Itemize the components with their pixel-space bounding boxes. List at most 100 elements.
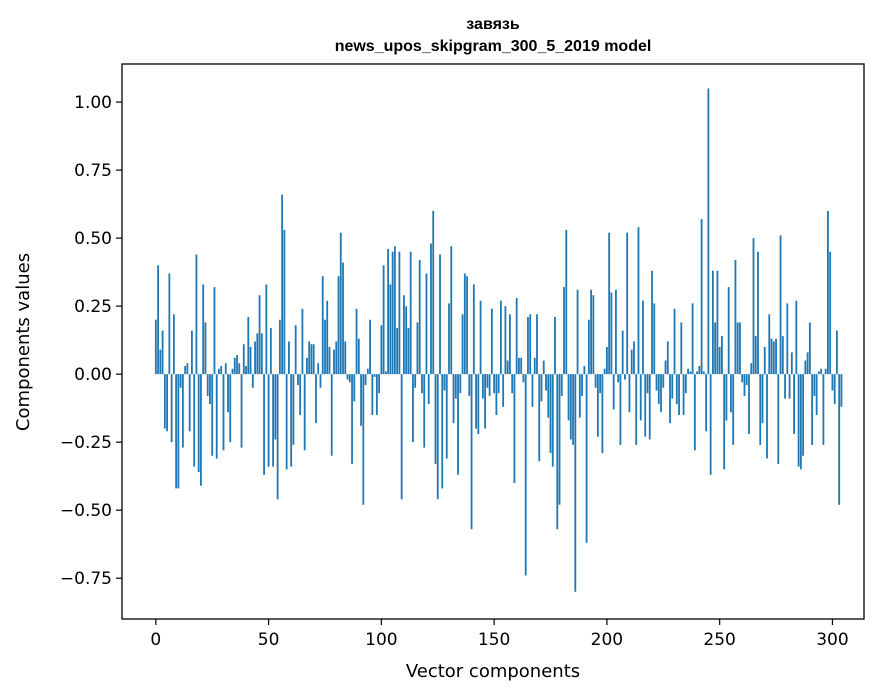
bar-30: [222, 374, 225, 451]
bar-301: [833, 374, 836, 405]
x-axis-ticks: 0 50 100 150 200 250 300: [150, 619, 849, 650]
bar-269: [761, 374, 764, 424]
bar-77: [328, 346, 331, 375]
bar-101: [382, 265, 385, 375]
bar-192: [587, 319, 590, 375]
bar-268: [759, 374, 762, 445]
bar-33: [229, 374, 232, 443]
bar-78: [330, 374, 333, 456]
bar-255: [730, 374, 732, 413]
y-tick-label: 0.25: [74, 297, 112, 317]
x-tick-label: 300: [816, 630, 848, 650]
bar-173: [545, 374, 547, 391]
bar-99: [378, 374, 380, 394]
bar-290: [808, 322, 811, 375]
bar-298: [827, 210, 829, 375]
bar-107: [396, 327, 399, 375]
bar-150: [493, 374, 496, 394]
bar-15: [188, 374, 191, 432]
bar-148: [488, 374, 491, 396]
bar-218: [646, 374, 649, 394]
x-tick-label: 150: [478, 630, 510, 650]
bar-253: [725, 374, 728, 421]
bar-171: [540, 374, 543, 402]
bar-223: [657, 374, 660, 405]
bar-104: [389, 284, 392, 375]
bar-233: [680, 322, 683, 375]
bar-209: [626, 232, 629, 375]
bar-257: [734, 259, 737, 375]
bar-45: [256, 333, 259, 375]
bar-20: [200, 374, 202, 486]
bar-37: [238, 363, 241, 375]
bar-232: [678, 374, 680, 415]
bar-87: [351, 374, 353, 464]
plot-frame: [121, 63, 865, 620]
bar-91: [360, 374, 362, 426]
bar-25: [211, 374, 214, 456]
bar-16: [191, 330, 193, 375]
bar-162: [520, 357, 523, 375]
bar-64: [299, 374, 302, 415]
bar-174: [547, 374, 550, 418]
bar-89: [355, 308, 358, 375]
bar-145: [481, 374, 484, 399]
bar-172: [542, 360, 545, 375]
bar-116: [416, 322, 419, 375]
bar-7: [170, 374, 173, 443]
bar-115: [414, 374, 417, 388]
bar-135: [459, 374, 462, 394]
bar-117: [418, 259, 421, 375]
bar-147: [486, 374, 489, 388]
bar-262: [745, 374, 748, 386]
bar-239: [693, 374, 696, 451]
bar-32: [227, 374, 229, 413]
bar-3: [161, 330, 164, 375]
bar-12: [181, 374, 184, 448]
bar-217: [644, 374, 647, 437]
bar-296: [822, 374, 825, 445]
y-tick-label: 0.50: [74, 229, 112, 249]
y-tick-label: −0.50: [60, 501, 112, 521]
bar-229: [671, 374, 674, 399]
bar-80: [335, 341, 338, 375]
x-tick-label: 50: [258, 630, 280, 650]
bar-137: [463, 273, 466, 375]
bar-288: [804, 360, 807, 375]
y-axis-ticks: −0.75 −0.50 −0.25 0.00 0.25 0.50 0.75 1.00: [60, 93, 122, 589]
bar-47: [260, 333, 263, 375]
bar-6: [168, 273, 171, 375]
bar-188: [578, 374, 581, 418]
bar-258: [736, 322, 739, 375]
x-tick-label: 250: [703, 630, 735, 650]
bar-49: [265, 284, 268, 375]
bar-48: [263, 374, 265, 475]
bar-267: [757, 251, 759, 375]
bar-10: [177, 374, 180, 489]
bar-39: [242, 344, 245, 375]
bar-164: [524, 374, 527, 576]
bar-14: [186, 363, 189, 375]
bar-295: [820, 368, 823, 375]
bar-106: [393, 246, 396, 375]
bar-244: [705, 374, 708, 432]
bar-series: [154, 88, 843, 592]
bar-139: [468, 374, 471, 396]
bar-231: [675, 374, 678, 405]
bar-166: [529, 314, 532, 375]
bar-227: [666, 341, 669, 375]
bar-184: [569, 374, 572, 440]
bar-246: [709, 374, 712, 475]
bar-248: [714, 322, 717, 375]
x-tick-label: 0: [150, 630, 161, 650]
bar-155: [504, 306, 507, 375]
bar-52: [272, 374, 274, 467]
bar-26: [213, 287, 216, 375]
bar-118: [421, 374, 423, 394]
bar-300: [831, 374, 834, 391]
bar-125: [436, 374, 439, 500]
bar-40: [245, 365, 247, 375]
bar-5: [166, 374, 168, 432]
bar-198: [601, 374, 604, 454]
bar-100: [380, 325, 383, 375]
